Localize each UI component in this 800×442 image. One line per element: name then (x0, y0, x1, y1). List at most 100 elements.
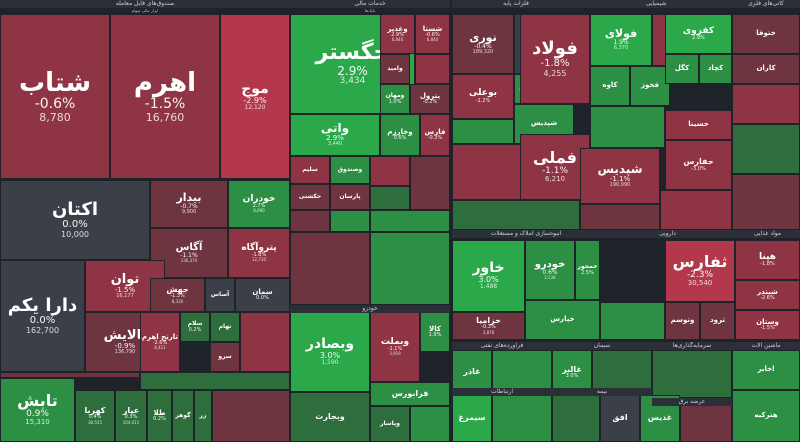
stock-tile[interactable]: خزامیا -0.3% 3,878 (452, 312, 525, 340)
stock-volume: 136,370 (180, 258, 198, 264)
stock-tile[interactable]: حکشتی (290, 184, 330, 210)
stock-tile[interactable]: کگل (665, 54, 699, 84)
stock-tile-small[interactable] (415, 54, 450, 84)
stock-tile[interactable]: کچاد (699, 54, 732, 84)
stock-tile-small[interactable] (660, 190, 732, 230)
stock-tile[interactable]: زر (194, 390, 212, 442)
stock-tile-small[interactable] (592, 350, 652, 395)
stock-tile-small[interactable] (452, 119, 514, 144)
stock-tile[interactable]: وامید (380, 54, 410, 84)
stock-tile[interactable]: شبندر -2.6% (735, 280, 800, 310)
stock-tile[interactable]: خودران 2.7% 8,690 (228, 180, 290, 228)
stock-tile[interactable]: حفارس -3.0% (665, 140, 732, 190)
stock-tile[interactable]: ومهان 1.0% (380, 84, 410, 114)
stock-tile-small[interactable] (732, 84, 800, 124)
stock-tile-small[interactable] (652, 350, 732, 398)
stock-tile-small[interactable] (240, 312, 290, 372)
stock-tile[interactable]: طلا 0.2% (147, 390, 172, 442)
stock-tile[interactable]: نوری -0.4% 189,320 (452, 14, 514, 74)
stock-tile[interactable]: وپاسار (370, 406, 410, 442)
stock-tile[interactable]: تهام (210, 312, 240, 342)
stock-tile-small[interactable] (452, 144, 522, 200)
stock-tile-small[interactable] (580, 204, 660, 230)
stock-tile-small[interactable] (732, 124, 800, 174)
stock-tile[interactable]: سلیم (290, 156, 330, 184)
stock-tile[interactable]: ثرود (700, 302, 735, 340)
stock-tile-small[interactable] (492, 395, 552, 442)
stock-tile[interactable]: کالا 1.9% (420, 312, 450, 352)
stock-tile[interactable]: سمان 0.0% (235, 278, 290, 312)
stock-tile[interactable]: وبصادر 3.0% 1,590 (290, 312, 370, 392)
stock-tile-small[interactable] (732, 174, 800, 230)
stock-tile-small[interactable] (452, 200, 580, 230)
stock-tile[interactable]: فارس -0.3% (420, 114, 450, 156)
stock-tile[interactable]: بیدار -0.7% 9,900 (150, 180, 228, 228)
stock-tile[interactable]: واتی 2.9% 3,440 (290, 114, 380, 156)
stock-tile[interactable]: وستان -1.5% (735, 310, 800, 340)
stock-tile[interactable]: هترکیه (732, 390, 800, 442)
stock-tile[interactable]: پارسان (330, 184, 370, 210)
stock-tile[interactable]: سرو (210, 342, 240, 372)
stock-tile[interactable]: اهرم -1.5% 16,760 (110, 14, 220, 179)
stock-tile[interactable]: عیار 0.3% 104,011 (115, 390, 147, 442)
stock-tile-small[interactable] (590, 106, 665, 148)
stock-tile[interactable]: خودرو 0.6% 2,534 (525, 240, 575, 300)
stock-tile-small[interactable] (370, 210, 450, 232)
stock-tile-small[interactable] (140, 372, 290, 390)
stock-tile[interactable]: تارنج اهرم -2.6% 8,411 (140, 312, 180, 372)
stock-tile-small[interactable] (0, 372, 140, 378)
stock-tile[interactable]: آساس (205, 278, 235, 312)
stock-tile[interactable]: حسینا (665, 110, 732, 140)
stock-tile[interactable]: خاور 3.0% 1,488 (452, 240, 525, 312)
stock-volume: 3,434 (339, 76, 366, 87)
stock-tile[interactable]: وصندوق (330, 156, 370, 184)
stock-tile[interactable]: وتوسم (665, 302, 700, 340)
stock-tile[interactable]: فرابورس (370, 382, 450, 406)
stock-tile[interactable]: سیمرغ (452, 395, 492, 442)
stock-tile[interactable]: وغدیر 2.9% 6,840 (380, 14, 415, 54)
stock-tile[interactable]: سلام 0.2% (180, 312, 210, 342)
stock-tile[interactable]: فولای 1.9% 6,370 (590, 14, 652, 66)
stock-tile[interactable]: خپارس (525, 300, 600, 340)
stock-tile[interactable]: تابش 0.9% 15,310 (0, 378, 75, 442)
stock-tile[interactable]: اخابر (732, 350, 800, 390)
stock-tile[interactable]: بوعلی -1.2% (452, 74, 514, 119)
stock-tile-small[interactable] (212, 390, 290, 442)
stock-tile[interactable]: موج -2.9% 12,120 (220, 14, 290, 179)
stock-tile[interactable]: جهش -1.3% 8,330 (150, 278, 205, 312)
stock-tile[interactable]: ختوقا (732, 14, 800, 54)
stock-tile[interactable]: وبملت -1.1% 3,919 (370, 312, 420, 382)
stock-tile[interactable]: وبجارت (290, 392, 370, 442)
stock-tile[interactable]: شتاب -0.6% 8,780 (0, 14, 110, 179)
stock-tile[interactable]: شستا -0.6% 6,840 (415, 14, 450, 54)
stock-tile[interactable]: غالبر 3.0% (552, 350, 592, 395)
stock-tile-small[interactable] (330, 210, 370, 232)
stock-tile[interactable]: پتروآگاه -1.8% 12,730 (228, 228, 290, 278)
stock-tile-small[interactable] (600, 302, 665, 340)
stock-tile-small[interactable] (492, 350, 552, 395)
stock-tile[interactable]: وخارزم 0.6% (380, 114, 420, 156)
stock-tile[interactable]: خمحور 2.5% (575, 240, 600, 300)
stock-tile[interactable]: پترول -0.2% (410, 84, 450, 114)
stock-tile-small[interactable] (370, 186, 410, 210)
stock-tile[interactable]: افق (600, 395, 640, 442)
stock-tile[interactable]: فملی -1.1% 6,210 (520, 134, 590, 200)
stock-tile[interactable]: هپنا -1.8% (735, 240, 800, 280)
stock-change: 0.9% (26, 409, 49, 419)
stock-tile[interactable]: ثفارس -2.3% 30,540 (665, 240, 735, 302)
stock-tile[interactable]: شپدیس -1.1% 190,990 (580, 148, 660, 204)
stock-tile[interactable]: دارا یکم 0.0% 162,700 (0, 260, 85, 372)
stock-tile-small[interactable] (370, 156, 410, 186)
stock-tile-small[interactable] (410, 156, 450, 210)
stock-tile[interactable]: اکتان 0.0% 10,000 (0, 180, 150, 260)
stock-tile-small[interactable] (370, 232, 450, 305)
stock-tile-small[interactable] (290, 232, 370, 305)
stock-tile[interactable]: کاران (732, 54, 800, 84)
stock-tile[interactable]: کاوه (590, 66, 630, 106)
stock-tile[interactable]: فخوز (630, 66, 670, 106)
stock-tile[interactable]: کفزوی 2.9% (665, 14, 732, 54)
stock-tile-small[interactable] (290, 210, 330, 232)
stock-tile[interactable]: گوهر (172, 390, 194, 442)
stock-tile[interactable]: فولاد -1.8% 4,255 (520, 14, 590, 104)
stock-tile[interactable]: کهربا 0.4% 38,555 (75, 390, 115, 442)
